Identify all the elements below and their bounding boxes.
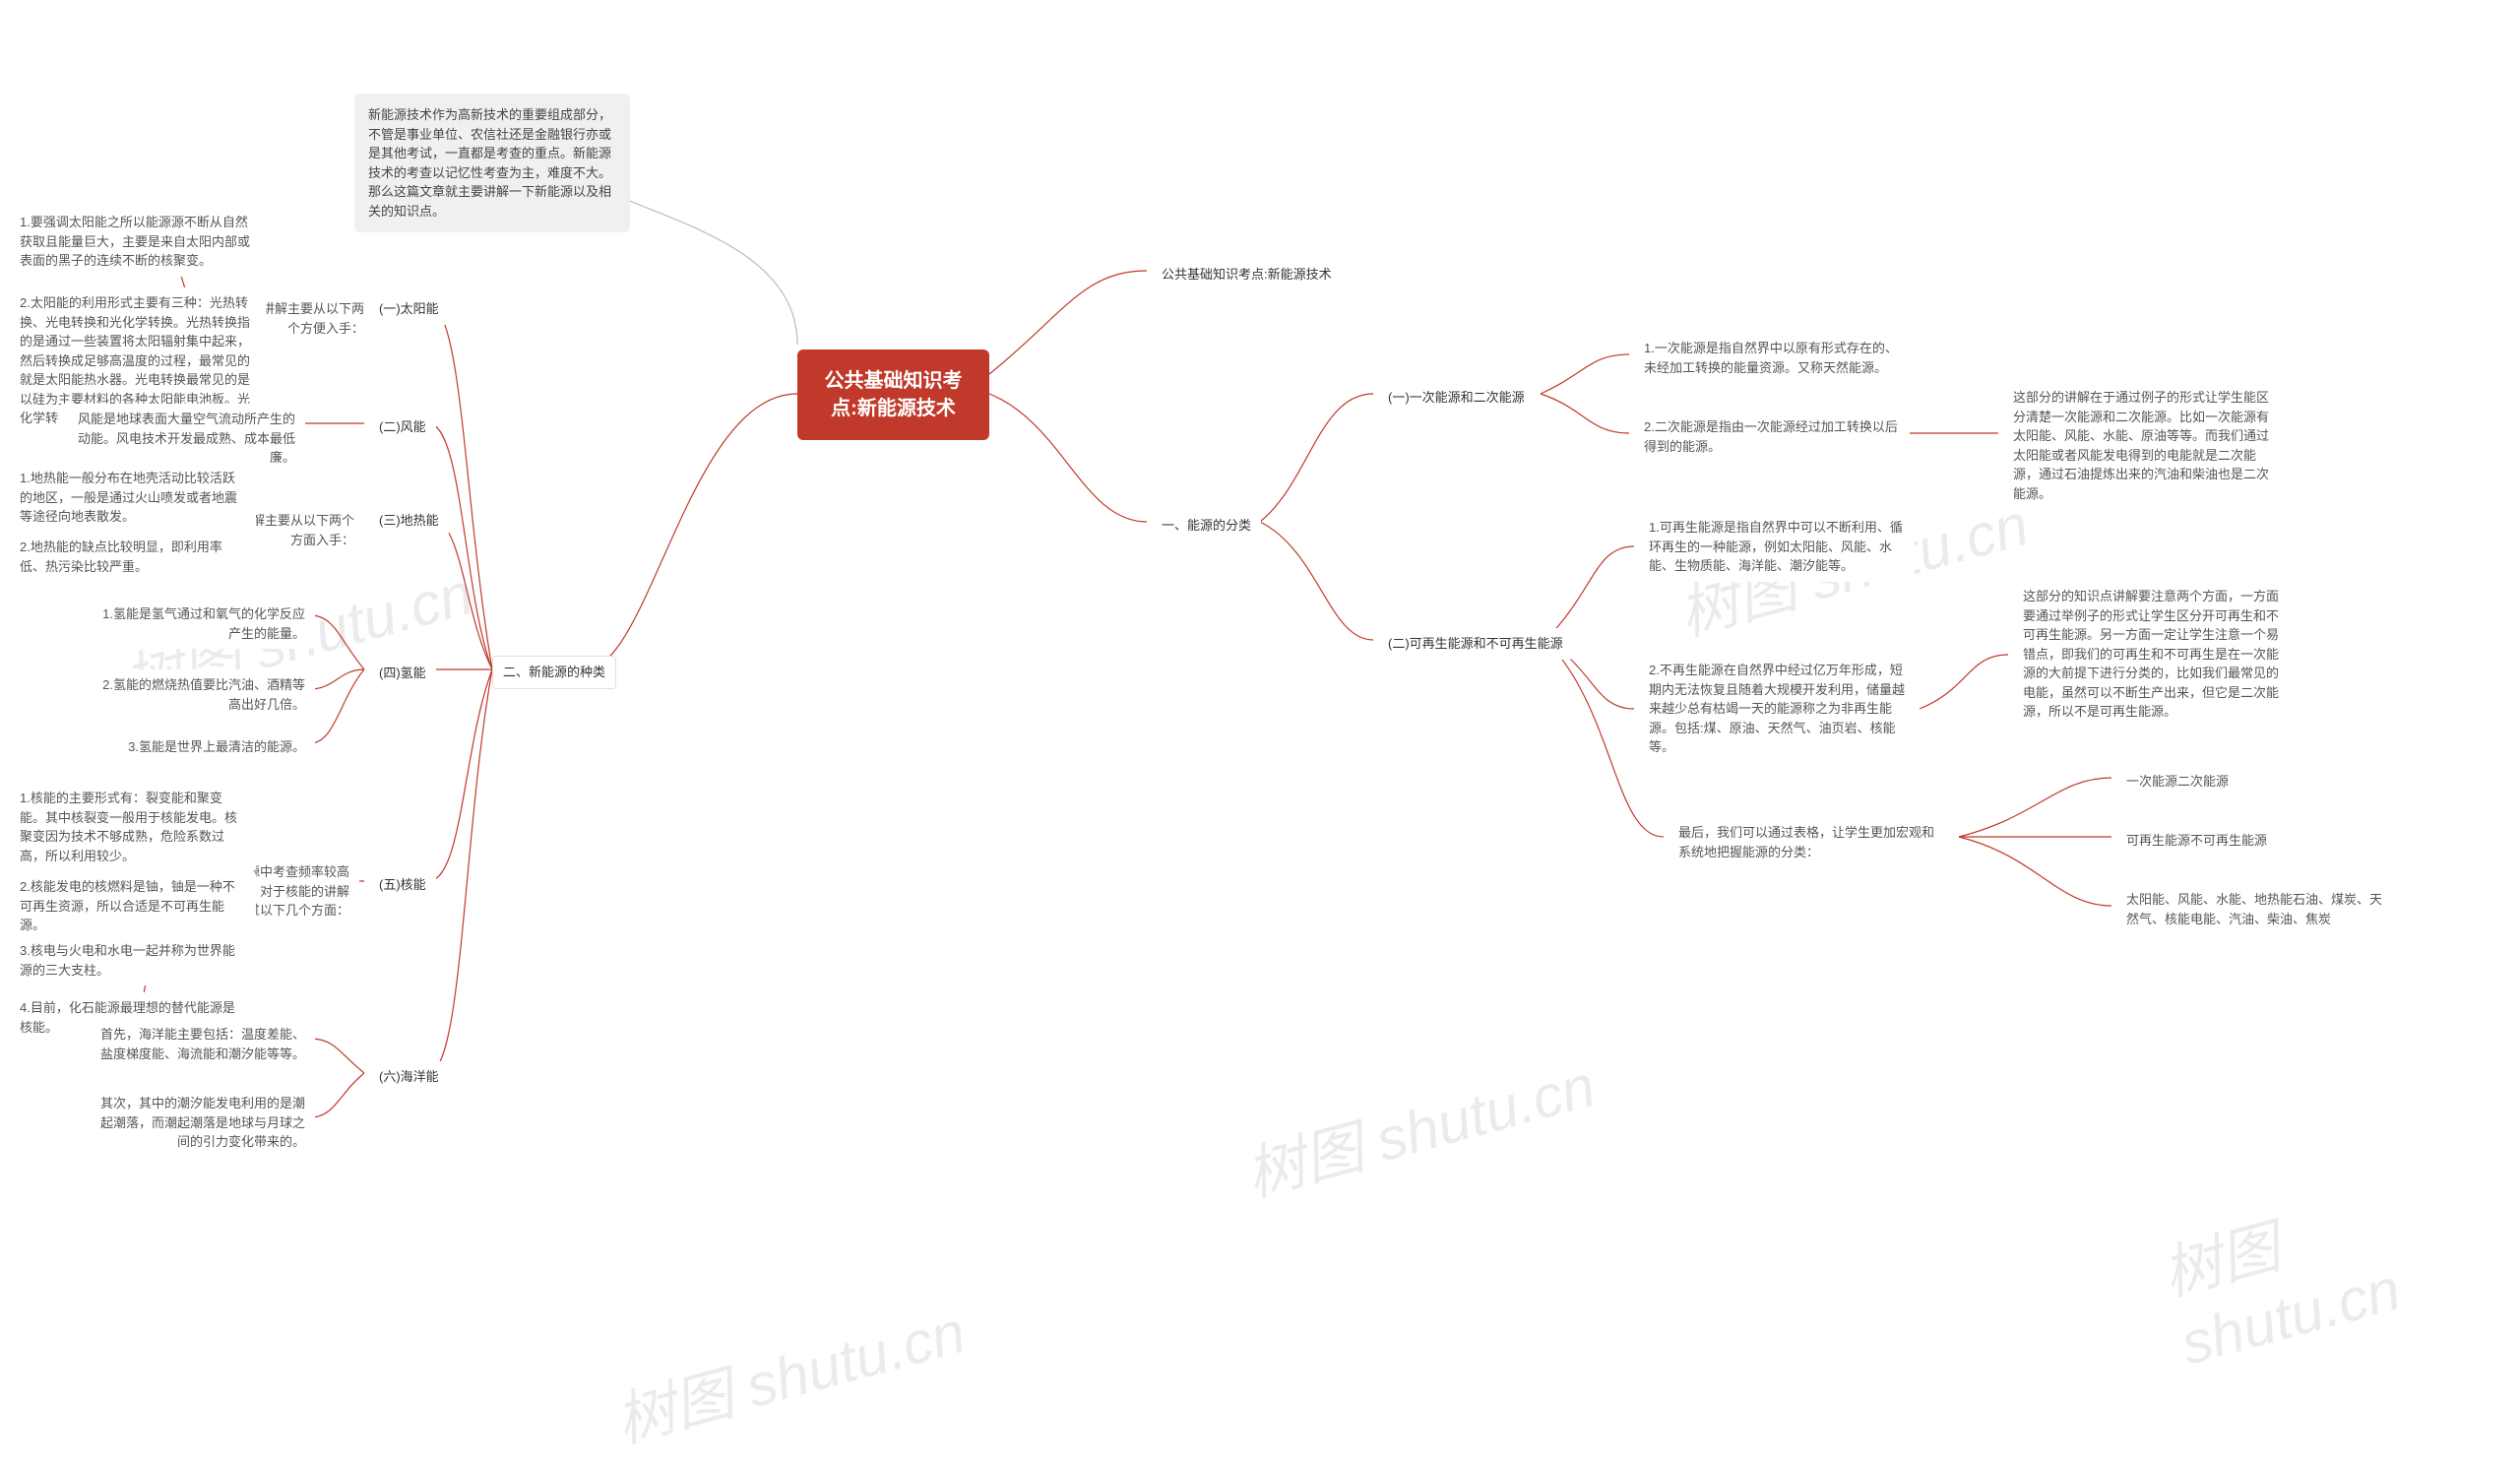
s5-b: 2.核能发电的核燃料是铀，铀是一种不可再生资源，所以合适是不可再生能源。	[10, 871, 256, 941]
s5-a: 1.核能的主要形式有：裂变能和聚变能。其中核裂变一般用于核能发电。核聚变因为技术…	[10, 783, 256, 871]
g2-a: 1.可再生能源是指自然界中可以不断利用、循环再生的一种能源，例如太阳能、风能、水…	[1639, 512, 1915, 582]
s3-label: (三)地热能	[369, 505, 449, 537]
g1-label: (一)一次能源和二次能源	[1378, 382, 1535, 413]
s1-a: 1.要强调太阳能之所以能源源不断从自然获取且能量巨大，主要是来自太阳内部或表面的…	[10, 207, 266, 277]
s5-c: 3.核电与火电和水电一起并称为世界能源的三大支柱。	[10, 935, 256, 985]
watermark: 树图 shutu.cn	[605, 1284, 974, 1459]
g2-t2: 可再生能源不可再生能源	[2116, 825, 2277, 857]
g1-note: 这部分的讲解在于通过例子的形式让学生能区分清楚一次能源和二次能源。比如一次能源有…	[2003, 382, 2279, 509]
g2-label: (二)可再生能源和不可再生能源	[1378, 628, 1573, 660]
s4-a: 1.氢能是氢气通过和氧气的化学反应产生的能量。	[89, 599, 315, 649]
s3-a: 1.地热能一般分布在地壳活动比较活跃的地区，一般是通过火山喷发或者地震等途径向地…	[10, 463, 256, 533]
g2-note: 这部分的知识点讲解要注意两个方面，一方面要通过举例子的形式让学生区分开可再生和不…	[2013, 581, 2289, 728]
root-node: 公共基础知识考点:新能源技术	[797, 349, 989, 440]
s6-b: 其次，其中的潮汐能发电利用的是潮起潮落，而潮起潮落是地球与月球之间的引力变化带来…	[84, 1088, 315, 1158]
s4-b: 2.氢能的燃烧热值要比汽油、酒精等高出好几倍。	[89, 669, 315, 720]
s6-label: (六)海洋能	[369, 1061, 449, 1093]
s6-a: 首先，海洋能主要包括：温度差能、盐度梯度能、海流能和潮汐能等等。	[84, 1019, 315, 1069]
g1-a: 1.一次能源是指自然界中以原有形式存在的、未经加工转换的能量资源。又称天然能源。	[1634, 333, 1910, 383]
watermark: 树图 shutu.cn	[2152, 1138, 2520, 1378]
g2-b: 2.不再生能源在自然界中经过亿万年形成，短期内无法恢复且随着大规模开发利用，储量…	[1639, 655, 1915, 763]
right-section-1: 一、能源的分类	[1152, 510, 1261, 541]
intro-note: 新能源技术作为高新技术的重要组成部分，不管是事业单位、农信社还是金融银行亦或是其…	[354, 94, 630, 232]
s2-label: (二)风能	[369, 412, 436, 443]
right-title-link: 公共基础知识考点:新能源技术	[1152, 259, 1342, 290]
s4-label: (四)氢能	[369, 658, 436, 689]
watermark: 树图 shutu.cn	[1235, 1038, 1604, 1213]
g2-t3: 太阳能、风能、水能、地热能石油、煤炭、天然气、核能电能、汽油、柴油、焦炭	[2116, 884, 2392, 934]
g1-b: 2.二次能源是指由一次能源经过加工转换以后得到的能源。	[1634, 412, 1910, 462]
g2-t1: 一次能源二次能源	[2116, 766, 2238, 797]
s5-label: (五)核能	[369, 869, 436, 901]
s1-label: (一)太阳能	[369, 293, 449, 325]
s3-b: 2.地热能的缺点比较明显，即利用率低、热污染比较严重。	[10, 532, 256, 582]
g2-final: 最后，我们可以通过表格，让学生更加宏观和系统地把握能源的分类：	[1669, 817, 1944, 867]
left-section-2: 二、新能源的种类	[492, 656, 616, 689]
s4-c: 3.氢能是世界上最清洁的能源。	[89, 731, 315, 763]
